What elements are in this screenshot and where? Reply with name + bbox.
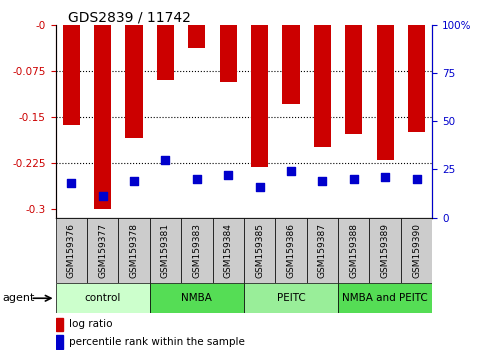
Text: GSM159383: GSM159383 (192, 223, 201, 278)
Text: GSM159390: GSM159390 (412, 223, 421, 278)
Bar (338, 283, 432, 313)
Point (130, 178, 138, 184)
Point (224, 172, 232, 178)
Text: agent: agent (2, 293, 35, 303)
Bar (283, 25, 299, 104)
FancyBboxPatch shape (118, 218, 150, 283)
Text: GSM159388: GSM159388 (349, 223, 358, 278)
Bar (63, 25, 80, 125)
Point (256, 184, 264, 190)
Point (319, 178, 327, 184)
Bar (220, 25, 237, 82)
Bar (56, 283, 150, 313)
Text: percentile rank within the sample: percentile rank within the sample (69, 337, 244, 347)
Text: NMBA: NMBA (182, 293, 212, 303)
FancyBboxPatch shape (213, 218, 244, 283)
Bar (345, 25, 362, 134)
Point (161, 157, 170, 162)
Text: GSM159387: GSM159387 (318, 223, 327, 278)
Text: GSM159381: GSM159381 (161, 223, 170, 278)
Text: log ratio: log ratio (69, 319, 112, 329)
Bar (94, 25, 111, 209)
Bar (150, 283, 244, 313)
FancyBboxPatch shape (401, 218, 432, 283)
FancyBboxPatch shape (307, 218, 338, 283)
FancyBboxPatch shape (369, 218, 401, 283)
Bar (56, 318, 63, 331)
Bar (126, 25, 142, 138)
Bar (251, 25, 268, 167)
Bar (314, 25, 331, 147)
Point (68, 180, 75, 186)
Text: GSM159386: GSM159386 (286, 223, 296, 278)
Bar (188, 25, 205, 48)
FancyBboxPatch shape (275, 218, 307, 283)
Bar (157, 25, 174, 80)
Point (193, 176, 201, 182)
FancyBboxPatch shape (244, 218, 275, 283)
Text: GDS2839 / 11742: GDS2839 / 11742 (68, 11, 190, 25)
Text: control: control (85, 293, 121, 303)
Text: GSM159377: GSM159377 (98, 223, 107, 278)
FancyBboxPatch shape (181, 218, 213, 283)
FancyBboxPatch shape (56, 218, 87, 283)
Text: GSM159389: GSM159389 (381, 223, 390, 278)
Bar (408, 25, 425, 132)
Bar (244, 283, 338, 313)
Point (382, 175, 389, 180)
FancyBboxPatch shape (150, 218, 181, 283)
Bar (377, 25, 394, 160)
FancyBboxPatch shape (87, 218, 118, 283)
Point (350, 176, 357, 182)
Text: NMBA and PEITC: NMBA and PEITC (342, 293, 428, 303)
FancyBboxPatch shape (338, 218, 369, 283)
Bar (56, 335, 63, 349)
Text: PEITC: PEITC (277, 293, 305, 303)
Text: GSM159376: GSM159376 (67, 223, 76, 278)
Point (99, 194, 107, 199)
Point (287, 169, 295, 174)
Text: GSM159385: GSM159385 (255, 223, 264, 278)
Point (412, 176, 420, 182)
Text: GSM159378: GSM159378 (129, 223, 139, 278)
Text: GSM159384: GSM159384 (224, 223, 233, 278)
